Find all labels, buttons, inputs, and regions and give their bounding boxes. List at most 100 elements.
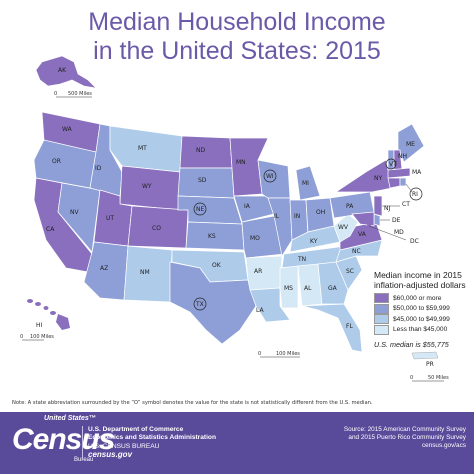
dept-line-2: Economics and Statistics Administration xyxy=(88,434,216,442)
state-nd xyxy=(179,135,233,169)
state-de xyxy=(373,213,381,227)
legend-title: Median income in 2015 inflation-adjusted… xyxy=(374,270,470,290)
label-pa: PA xyxy=(346,203,354,210)
state-ma xyxy=(387,167,411,179)
label-il: IL xyxy=(274,213,280,220)
label-pr: PR xyxy=(426,361,434,368)
legend-title-line-2: inflation-adjusted dollars xyxy=(374,280,466,290)
state-il xyxy=(267,197,293,257)
department-block: U.S. Department of Commerce Economics an… xyxy=(82,426,216,460)
label-or: OR xyxy=(52,158,61,165)
marker-wi xyxy=(263,169,277,183)
label-vt: VT xyxy=(389,161,397,168)
state-ct xyxy=(387,177,401,189)
state-ri xyxy=(399,177,407,187)
label-az: AZ xyxy=(100,265,108,272)
source-line-2: and 2015 Puerto Rico Community Survey xyxy=(348,434,466,442)
source-block: Source: 2015 American Community Survey a… xyxy=(344,426,466,451)
label-ga: GA xyxy=(328,285,338,292)
label-id: ID xyxy=(95,165,102,172)
legend-item-3: $45,000 to $49,999 xyxy=(374,314,470,325)
label-in: IN xyxy=(294,213,300,220)
footnote: Note: A state abbreviation surrounded by… xyxy=(12,400,373,406)
marker-ne xyxy=(193,202,207,216)
scale-bar-pr: 0 50 Miles xyxy=(410,375,449,382)
source-link[interactable]: census.gov/acs xyxy=(421,442,466,450)
marker-ri xyxy=(409,187,423,201)
label-wy: WY xyxy=(142,183,152,190)
label-sd: SD xyxy=(198,177,207,184)
label-nm: NM xyxy=(140,269,150,276)
label-la: LA xyxy=(256,307,264,314)
state-nj xyxy=(373,195,383,217)
source-line-1: Source: 2015 American Community Survey xyxy=(343,426,466,433)
not-different-markers xyxy=(193,158,423,311)
scale-bar-hawaii: 0 100 Miles xyxy=(20,334,54,341)
marker-tx xyxy=(193,297,207,311)
label-hi: HI xyxy=(36,322,43,329)
label-mi: MI xyxy=(302,180,309,187)
label-ny: NY xyxy=(374,175,382,182)
label-ma: MA xyxy=(412,169,422,176)
label-ne: NE xyxy=(196,206,204,213)
label-ri: RI xyxy=(412,191,418,198)
label-ks: KS xyxy=(208,233,216,240)
label-mt: MT xyxy=(138,145,147,152)
label-me: ME xyxy=(406,141,415,148)
label-ms: MS xyxy=(284,285,293,292)
scale-bar-alaska: 0 500 Miles xyxy=(54,91,92,98)
state-mi xyxy=(295,165,321,201)
label-fl: FL xyxy=(346,323,353,330)
label-al: AL xyxy=(304,285,312,292)
label-nd: ND xyxy=(196,147,205,154)
legend-label-1: $60,000 or more xyxy=(393,294,442,302)
legend-label-2: $50,000 to $59,999 xyxy=(393,305,450,313)
label-ky: KY xyxy=(310,238,318,245)
label-ok: OK xyxy=(212,262,222,269)
us-median-note: U.S. median is $55,775 xyxy=(374,340,449,349)
label-mo: MO xyxy=(250,235,260,242)
scale-ak-zero: 0 xyxy=(54,91,57,97)
label-sc: SC xyxy=(346,268,354,275)
logo-bureau: Bureau xyxy=(74,457,94,463)
legend-title-line-1: Median income in 2015 xyxy=(374,270,462,280)
scale-hi-distance: 100 Miles xyxy=(30,334,54,340)
logo-united-states: United States™ xyxy=(44,415,96,422)
marker-vt xyxy=(385,158,397,170)
label-de: DE xyxy=(392,217,401,224)
legend-item-2: $50,000 to $59,999 xyxy=(374,303,470,315)
state-mo xyxy=(241,215,285,259)
state-labels: AK HI PR WA OR CA NV ID MT WY UT CO AZ N… xyxy=(36,67,434,368)
legend-label-3: $45,000 to $49,999 xyxy=(393,315,450,323)
legend-label-4: Less than $45,000 xyxy=(393,326,448,334)
scale-conus-distance: 100 Miles xyxy=(276,351,300,357)
label-ut: UT xyxy=(106,215,114,222)
legend-item-4: Less than $45,000 xyxy=(374,324,470,336)
census-gov-link[interactable]: census.gov xyxy=(88,450,133,460)
state-tx xyxy=(169,261,257,345)
map-title: Median Household Income in the United St… xyxy=(0,8,474,66)
state-wi xyxy=(257,159,291,199)
state-pr xyxy=(411,351,439,360)
legend: Median income in 2015 inflation-adjusted… xyxy=(374,270,470,349)
scale-pr-zero: 0 xyxy=(410,375,413,381)
state-ar xyxy=(245,255,283,291)
logo-census: Census xyxy=(12,423,115,456)
title-line-1: Median Household Income xyxy=(88,8,386,36)
label-nj: NJ xyxy=(384,205,390,212)
label-ia: IA xyxy=(244,203,251,210)
label-oh: OH xyxy=(316,209,325,216)
legend-swatch-3 xyxy=(374,314,389,325)
label-ar: AR xyxy=(254,268,262,275)
state-hi xyxy=(27,299,70,330)
scale-conus-zero: 0 xyxy=(258,351,261,357)
label-mn: MN xyxy=(236,159,246,166)
state-ms xyxy=(279,265,299,309)
scale-pr-distance: 50 Miles xyxy=(428,375,449,381)
state-md xyxy=(351,211,375,227)
footer-bar: United States™ Census Bureau U.S. Depart… xyxy=(0,412,474,474)
title-line-2: in the United States: 2015 xyxy=(93,37,381,65)
label-va: VA xyxy=(358,231,367,238)
dept-line-1: U.S. Department of Commerce xyxy=(88,426,184,433)
